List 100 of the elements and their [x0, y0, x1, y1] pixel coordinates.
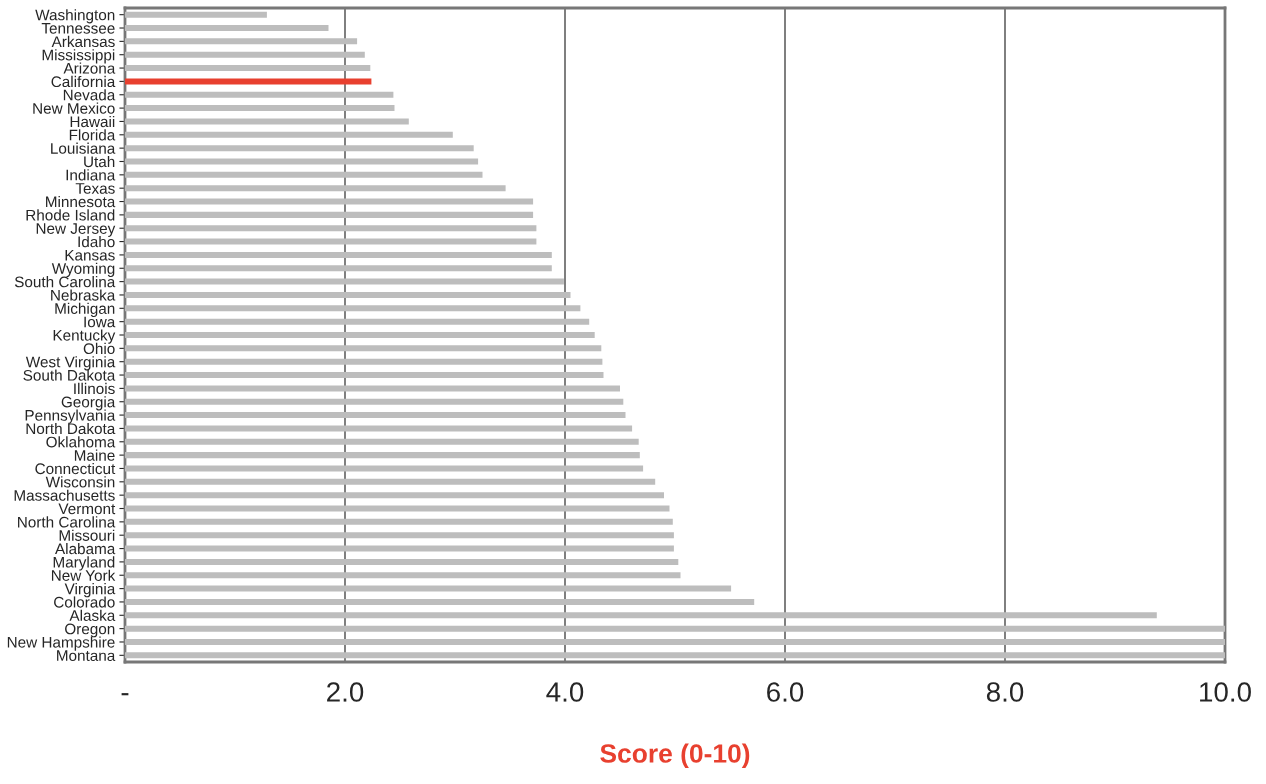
y-tick-label: Rhode Island — [26, 209, 115, 221]
bar — [125, 171, 483, 178]
y-tick-label: South Dakota — [23, 369, 116, 381]
y-tick-label: Massachusetts — [14, 489, 115, 501]
y-tick-label: South Carolina — [14, 276, 116, 288]
y-tick-label: Oregon — [65, 623, 115, 638]
bar — [125, 452, 640, 459]
bar — [125, 25, 329, 32]
bar — [125, 585, 732, 592]
x-tick-label: 8.0 — [986, 682, 1024, 702]
bar — [125, 558, 679, 565]
y-tick-label: Washington — [35, 9, 115, 24]
y-tick-label: Hawaii — [70, 115, 115, 128]
bar — [125, 238, 537, 245]
y-tick-label: Alabama — [55, 543, 116, 555]
bar — [125, 332, 595, 338]
bar — [125, 185, 506, 192]
y-tick-label: Colorado — [54, 596, 115, 608]
y-tick-label: Utah — [84, 155, 115, 168]
bar — [125, 11, 267, 18]
y-tick-label: New Jersey — [36, 223, 116, 237]
bar — [125, 145, 474, 152]
bar — [125, 65, 371, 72]
bar — [125, 38, 358, 45]
y-tick-label: Florida — [69, 129, 116, 141]
x-tick-label: 10.0 — [1200, 682, 1251, 702]
bar — [125, 198, 534, 205]
bar — [125, 131, 453, 138]
y-tick-label: North Carolina — [18, 516, 116, 528]
y-tick-label: California — [51, 75, 116, 88]
bar — [125, 638, 1225, 645]
x-tick-label: 2.0 — [327, 682, 364, 702]
y-tick-label: Illinois — [74, 382, 115, 395]
bar — [125, 518, 673, 525]
y-tick-label: Connecticut — [35, 462, 116, 475]
bar — [125, 105, 395, 112]
y-tick-label: Indiana — [66, 169, 116, 181]
y-tick-label: New Mexico — [33, 102, 115, 114]
y-tick-label: Kansas — [65, 249, 115, 261]
bar — [125, 118, 409, 125]
y-tick-label: Louisiana — [51, 142, 116, 154]
bar — [125, 211, 534, 218]
bar — [125, 91, 394, 98]
bar — [125, 305, 581, 312]
bar — [125, 412, 626, 419]
y-tick-label: Oklahoma — [46, 436, 116, 448]
y-tick-label: Georgia — [61, 396, 116, 411]
x-tick-label: - — [121, 693, 129, 696]
y-tick-label: Nebraska — [51, 289, 116, 301]
y-tick-label: Iowa — [84, 316, 116, 328]
y-tick-label: Maine — [74, 449, 115, 461]
x-axis-title: Score (0-10) — [600, 743, 750, 769]
bar — [125, 465, 644, 472]
bar — [125, 425, 633, 432]
bar — [125, 625, 1225, 632]
bar — [125, 572, 681, 579]
bar — [125, 372, 604, 379]
bar — [125, 398, 624, 405]
y-tick-label: Arkansas — [51, 35, 115, 48]
y-tick-label: Texas — [75, 183, 115, 194]
bar — [125, 291, 571, 298]
bar — [125, 438, 639, 445]
bar — [125, 265, 552, 272]
bar — [125, 345, 602, 352]
y-tick-label: Arizona — [63, 62, 116, 74]
bar — [125, 598, 755, 605]
bar — [125, 158, 479, 165]
x-tick-label: 6.0 — [767, 682, 804, 702]
bar — [125, 225, 537, 232]
y-tick-label: North Dakota — [26, 422, 116, 435]
y-tick-label: Mississippi — [42, 49, 115, 64]
y-tick-label: Virginia — [64, 583, 116, 598]
bar — [125, 251, 552, 258]
y-tick-label: New Hampshire — [7, 636, 115, 651]
bar — [125, 51, 365, 58]
bar — [125, 78, 372, 85]
y-tick-label: Montana — [57, 650, 116, 662]
bar — [125, 358, 603, 365]
y-tick-label: Pennsylvania — [25, 409, 116, 424]
y-tick-label: Maryland — [53, 556, 115, 571]
bar — [125, 545, 674, 552]
y-tick-label: Wyoming — [51, 262, 115, 277]
y-tick-label: Ohio — [83, 342, 115, 355]
bar — [125, 318, 590, 325]
y-tick-label: Nevada — [63, 89, 116, 101]
bar — [125, 652, 1225, 659]
bar — [125, 492, 664, 499]
y-tick-label: Missouri — [59, 529, 115, 541]
y-tick-label: Kentucky — [53, 329, 116, 344]
y-tick-label: Michigan — [55, 302, 115, 318]
y-tick-label: Idaho — [78, 236, 115, 248]
y-tick-label: Alaska — [69, 609, 116, 621]
bar — [125, 385, 620, 392]
y-tick-label: Vermont — [58, 503, 116, 515]
y-tick-label: Tennessee — [41, 23, 115, 34]
y-tick-label: New York — [51, 569, 116, 581]
bar — [125, 505, 670, 512]
bar — [125, 612, 1157, 619]
y-tick-label: Minnesota — [46, 195, 116, 208]
x-tick-label: 4.0 — [546, 682, 584, 702]
